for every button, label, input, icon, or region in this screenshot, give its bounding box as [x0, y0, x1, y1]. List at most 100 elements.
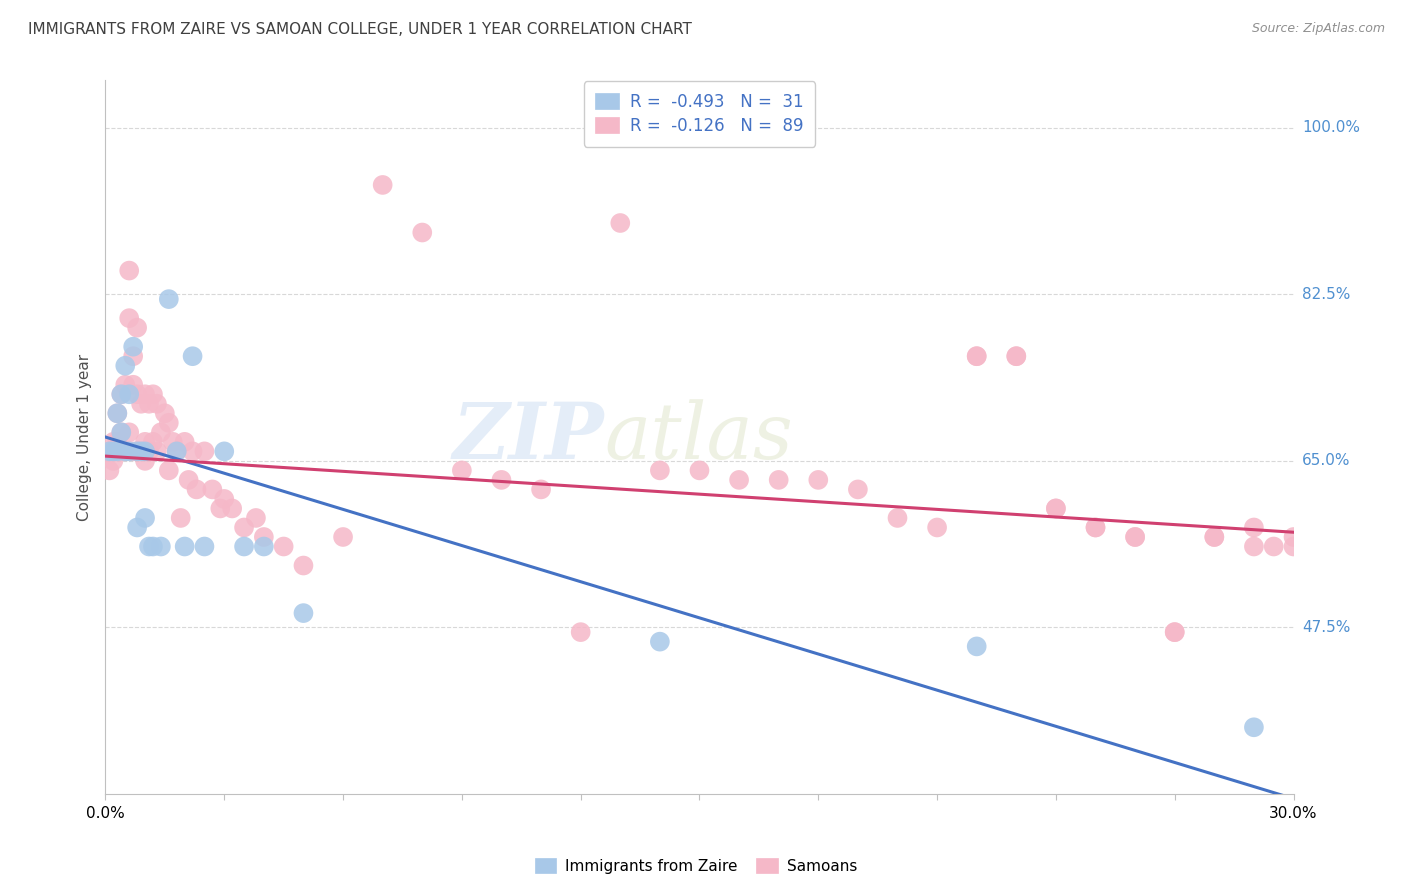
- Point: [648, 463, 671, 477]
- Point: [1282, 540, 1305, 554]
- Point: [966, 349, 988, 363]
- Point: [105, 444, 128, 458]
- Point: [105, 406, 128, 420]
- Point: [127, 320, 149, 334]
- Point: [1302, 540, 1324, 554]
- Point: [1243, 720, 1265, 734]
- Y-axis label: College, Under 1 year: College, Under 1 year: [76, 353, 91, 521]
- Point: [170, 511, 193, 525]
- Point: [846, 483, 869, 497]
- Point: [1243, 520, 1265, 534]
- Text: ZIP: ZIP: [453, 399, 605, 475]
- Point: [1204, 530, 1226, 544]
- Point: [181, 349, 204, 363]
- Point: [127, 387, 149, 401]
- Point: [1282, 530, 1305, 544]
- Point: [186, 483, 208, 497]
- Point: [491, 473, 513, 487]
- Point: [105, 434, 128, 449]
- Point: [118, 425, 141, 440]
- Point: [1123, 530, 1146, 544]
- Point: [138, 397, 160, 411]
- Point: [245, 511, 267, 525]
- Point: [253, 540, 276, 554]
- Point: [1164, 625, 1187, 640]
- Point: [118, 311, 141, 326]
- Point: [157, 463, 180, 477]
- Point: [129, 444, 152, 458]
- Point: [98, 463, 121, 477]
- Legend: R =  -0.493   N =  31, R =  -0.126   N =  89: R = -0.493 N = 31, R = -0.126 N = 89: [583, 81, 815, 146]
- Point: [134, 434, 156, 449]
- Point: [1243, 540, 1265, 554]
- Point: [253, 530, 276, 544]
- Point: [1084, 520, 1107, 534]
- Point: [332, 530, 354, 544]
- Point: [966, 640, 988, 654]
- Point: [157, 416, 180, 430]
- Text: 65.0%: 65.0%: [1302, 453, 1350, 468]
- Point: [807, 473, 830, 487]
- Point: [1123, 530, 1146, 544]
- Point: [110, 387, 132, 401]
- Point: [103, 444, 125, 458]
- Point: [114, 359, 136, 373]
- Point: [110, 387, 132, 401]
- Point: [149, 425, 172, 440]
- Point: [728, 473, 751, 487]
- Point: [233, 520, 256, 534]
- Point: [134, 454, 156, 468]
- Point: [110, 425, 132, 440]
- Point: [648, 634, 671, 648]
- Point: [221, 501, 243, 516]
- Point: [1005, 349, 1028, 363]
- Point: [1084, 520, 1107, 534]
- Point: [134, 511, 156, 525]
- Point: [146, 444, 169, 458]
- Point: [122, 444, 145, 458]
- Point: [122, 377, 145, 392]
- Point: [138, 540, 160, 554]
- Point: [142, 387, 165, 401]
- Text: IMMIGRANTS FROM ZAIRE VS SAMOAN COLLEGE, UNDER 1 YEAR CORRELATION CHART: IMMIGRANTS FROM ZAIRE VS SAMOAN COLLEGE,…: [28, 22, 692, 37]
- Point: [166, 444, 188, 458]
- Point: [114, 444, 136, 458]
- Point: [273, 540, 295, 554]
- Text: 100.0%: 100.0%: [1302, 120, 1360, 136]
- Point: [966, 349, 988, 363]
- Point: [146, 397, 169, 411]
- Point: [98, 444, 121, 458]
- Point: [689, 463, 711, 477]
- Point: [157, 292, 180, 306]
- Point: [530, 483, 553, 497]
- Text: Source: ZipAtlas.com: Source: ZipAtlas.com: [1251, 22, 1385, 36]
- Point: [153, 406, 176, 420]
- Point: [105, 406, 128, 420]
- Point: [134, 444, 156, 458]
- Point: [181, 444, 204, 458]
- Point: [292, 606, 315, 620]
- Point: [886, 511, 908, 525]
- Point: [103, 454, 125, 468]
- Point: [142, 434, 165, 449]
- Point: [118, 444, 141, 458]
- Point: [214, 491, 236, 506]
- Point: [138, 444, 160, 458]
- Text: 47.5%: 47.5%: [1302, 620, 1350, 635]
- Point: [1045, 501, 1067, 516]
- Point: [1322, 549, 1344, 563]
- Point: [177, 473, 200, 487]
- Point: [209, 501, 232, 516]
- Point: [103, 434, 125, 449]
- Point: [214, 444, 236, 458]
- Point: [127, 444, 149, 458]
- Point: [371, 178, 394, 192]
- Point: [162, 434, 184, 449]
- Point: [925, 520, 948, 534]
- Point: [98, 444, 121, 458]
- Point: [118, 387, 141, 401]
- Point: [173, 434, 195, 449]
- Legend: Immigrants from Zaire, Samoans: Immigrants from Zaire, Samoans: [529, 852, 863, 880]
- Point: [127, 444, 149, 458]
- Point: [122, 340, 145, 354]
